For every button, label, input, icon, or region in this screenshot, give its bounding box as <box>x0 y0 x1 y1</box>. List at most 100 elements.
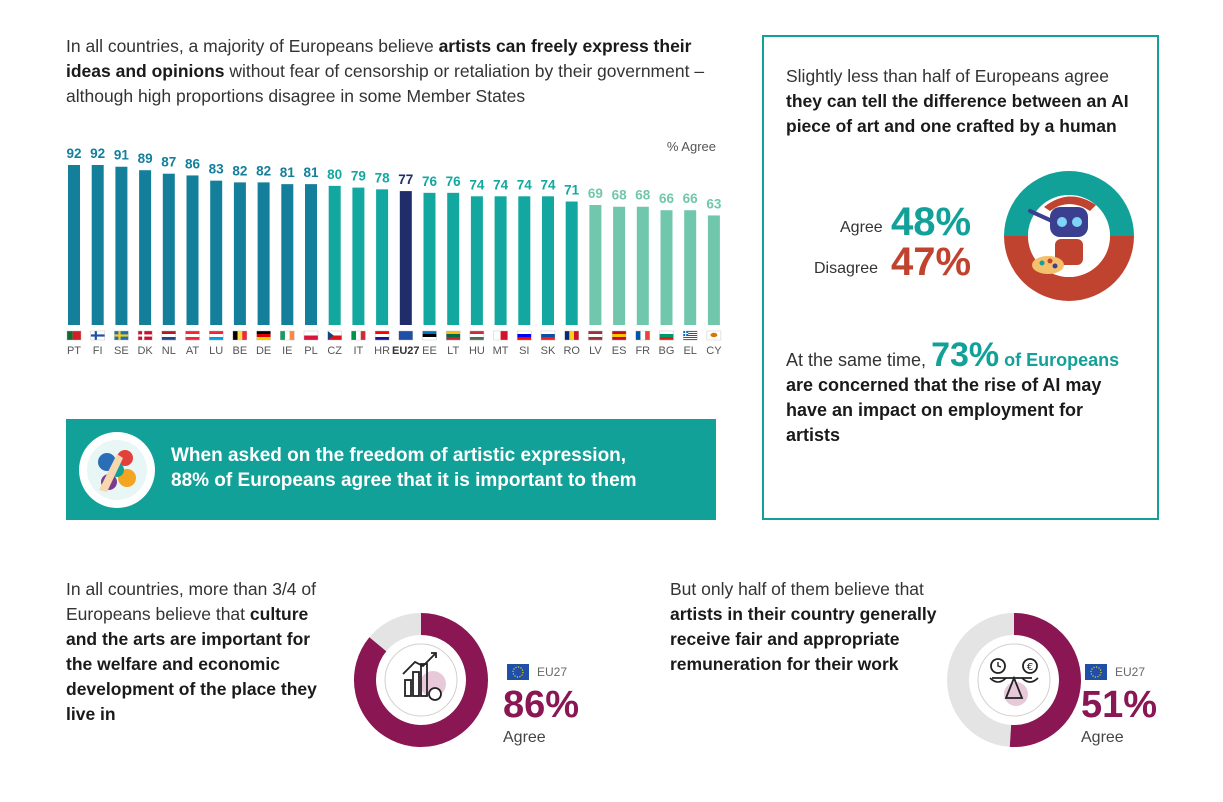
remuneration-donut-chart: € <box>947 613 1081 747</box>
eu-flag-icon <box>507 664 529 680</box>
culture-donut-chart <box>354 613 488 747</box>
flag-hr-icon <box>374 330 390 341</box>
ai-disagree-value: 47% <box>891 240 972 284</box>
bar-fi <box>91 165 104 325</box>
data-label-bg: 66 <box>659 191 675 206</box>
culture-text: In all countries, more than 3/4 of Europ… <box>66 577 341 727</box>
tick-label-mt: MT <box>493 345 509 357</box>
culture-text-1: In all countries, more than 3/4 of Europ… <box>66 579 316 624</box>
bar-nl <box>162 173 175 325</box>
data-label-fr: 68 <box>635 188 651 203</box>
data-label-at: 86 <box>185 156 201 171</box>
tick-label-sk: SK <box>541 345 556 357</box>
data-label-ro: 71 <box>564 183 580 198</box>
chart-intro-text: In all countries, a majority of European… <box>66 34 726 109</box>
flag-sk-icon <box>540 330 556 341</box>
ai-bottom-text-1: At the same time, <box>786 350 932 370</box>
flag-mt-icon <box>493 330 508 341</box>
flag-hu-icon <box>469 330 485 341</box>
bar-eu27 <box>399 191 412 325</box>
flag-dk-icon <box>137 330 153 341</box>
remuneration-agree-label: Agree <box>1081 729 1124 746</box>
bar-fr <box>636 206 649 325</box>
remuneration-value: 51% <box>1081 684 1158 726</box>
artistic-expression-icon <box>79 432 155 508</box>
data-label-hu: 74 <box>469 177 485 192</box>
data-label-be: 82 <box>232 163 247 178</box>
data-label-ee: 76 <box>422 174 438 189</box>
tick-label-se: SE <box>114 345 129 357</box>
tick-label-pt: PT <box>67 345 81 357</box>
bar-dk <box>139 170 152 325</box>
data-label-it: 79 <box>351 169 366 184</box>
bar-pl <box>305 184 317 325</box>
flag-bg-icon <box>659 330 674 341</box>
intro-bold-1: artists can freely express their ideas a… <box>66 36 692 81</box>
tick-label-lt: LT <box>447 345 459 357</box>
tick-label-fr: FR <box>635 345 650 357</box>
tick-label-ie: IE <box>282 345 292 357</box>
culture-donut-arc <box>354 613 488 747</box>
tick-label-eu27: EU27 <box>392 345 420 357</box>
ai-intro-text-1: Slightly less than half of Europeans agr… <box>786 66 1109 86</box>
bar-sk <box>542 196 554 325</box>
bar-el <box>684 210 697 325</box>
data-label-pt: 92 <box>66 146 81 161</box>
culture-bold: culture and the arts are important for t… <box>66 604 317 724</box>
bar-bg <box>660 210 673 325</box>
remuneration-text: But only half of them believe that artis… <box>670 577 945 677</box>
tick-label-fi: FI <box>93 345 103 357</box>
unit-label: % Agree <box>667 139 716 154</box>
tick-label-hu: HU <box>469 345 485 357</box>
bar-lv <box>589 205 602 325</box>
intro-text-1: In all countries, a majority of European… <box>66 36 439 56</box>
flag-el-icon <box>683 330 698 341</box>
banner-line-2: 88% of Europeans agree that it is import… <box>171 470 637 491</box>
ai-agree-value: 48% <box>891 200 972 244</box>
flag-lu-icon <box>208 330 224 341</box>
bar-es <box>613 206 626 325</box>
flag-es-icon <box>611 330 627 341</box>
remuneration-eu-tag: EU27 <box>1085 664 1145 680</box>
data-label-ie: 81 <box>280 165 296 180</box>
tick-label-ee: EE <box>422 345 437 357</box>
tick-label-pl: PL <box>304 345 317 357</box>
flag-cy-icon <box>706 330 722 341</box>
ai-disagree-label: Disagree <box>814 260 879 277</box>
tick-label-cy: CY <box>706 345 722 357</box>
tick-label-dk: DK <box>137 345 153 357</box>
remuneration-eu-label: EU27 <box>1115 665 1146 679</box>
bar-pt <box>68 165 80 325</box>
ai-art-panel: Slightly less than half of Europeans agr… <box>762 35 1159 520</box>
bar-si <box>518 196 531 325</box>
data-label-cy: 63 <box>706 196 722 211</box>
bar-ie <box>281 184 294 325</box>
tick-label-ro: RO <box>563 345 580 357</box>
ai-agree-label: Agree <box>840 219 883 236</box>
flag-de-icon <box>256 330 271 341</box>
tick-label-it: IT <box>354 345 364 357</box>
culture-value: 86% <box>503 684 580 726</box>
ai-artist-robot-illustration <box>1004 171 1134 301</box>
data-label-nl: 87 <box>161 155 176 170</box>
data-label-sk: 74 <box>540 177 556 192</box>
intro-text-2: without fear of censorship or retaliatio… <box>66 61 705 106</box>
ai-employment-text: At the same time, 73% of Europeans are c… <box>786 338 1136 448</box>
bar-it <box>352 187 365 325</box>
bar-se <box>115 166 128 325</box>
data-label-lv: 69 <box>588 186 603 201</box>
flag-it-icon <box>351 330 366 341</box>
bar-hr <box>376 189 389 325</box>
remuneration-bold: artists in their country generally recei… <box>670 604 937 674</box>
data-label-se: 91 <box>114 148 130 163</box>
bar-lt <box>447 192 460 325</box>
tick-label-bg: BG <box>659 345 675 357</box>
bar-de <box>257 182 270 325</box>
economic-growth-icon <box>402 652 446 701</box>
svg-text:€: € <box>1027 662 1033 673</box>
ai-bottom-europeans: Europeans <box>1026 350 1120 370</box>
data-label-cz: 80 <box>327 167 342 182</box>
ai-bottom-of: of <box>999 350 1022 370</box>
flag-fi-icon <box>90 330 105 341</box>
data-label-eu27: 77 <box>398 172 413 187</box>
